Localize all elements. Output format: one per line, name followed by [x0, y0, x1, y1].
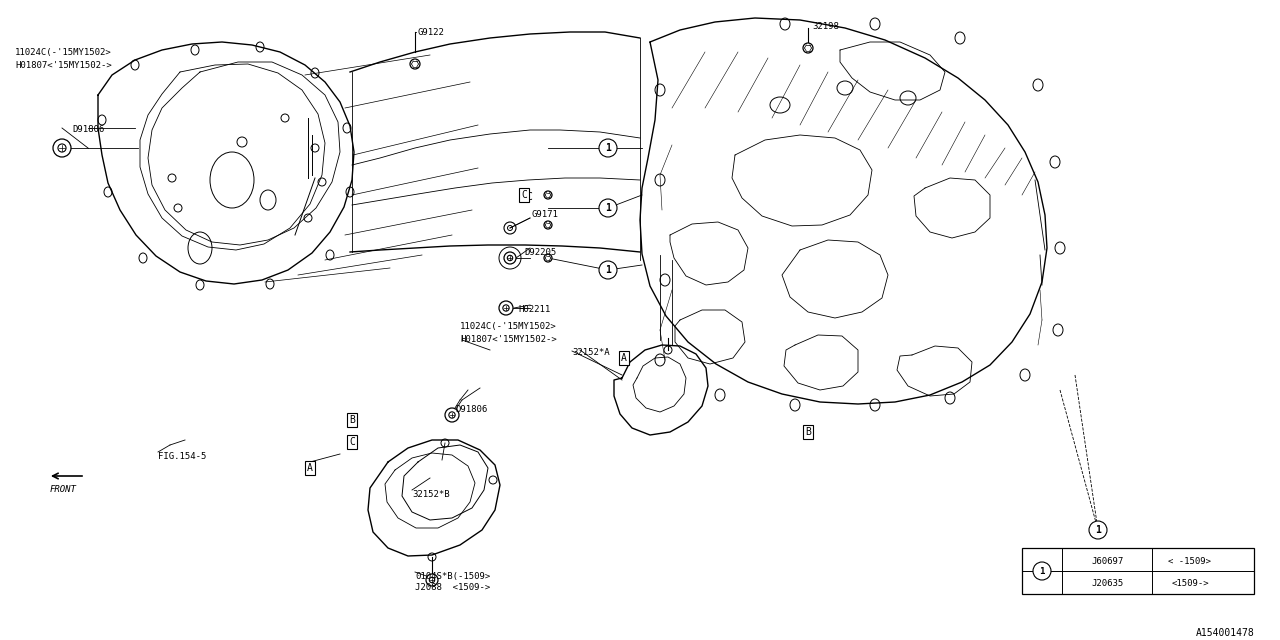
Circle shape	[544, 254, 552, 262]
Text: C: C	[349, 437, 355, 447]
Circle shape	[410, 59, 420, 69]
Text: FRONT: FRONT	[50, 486, 77, 495]
Text: H02211: H02211	[518, 305, 550, 314]
Text: 11024C(-'15MY1502>: 11024C(-'15MY1502>	[460, 322, 557, 331]
Circle shape	[803, 43, 813, 53]
Text: J20635: J20635	[1092, 579, 1124, 588]
Circle shape	[426, 574, 438, 586]
Text: B: B	[805, 427, 812, 437]
Text: 11024C(-'15MY1502>: 11024C(-'15MY1502>	[15, 48, 111, 57]
Text: 32152*B: 32152*B	[412, 490, 449, 499]
Text: D91806: D91806	[454, 405, 488, 414]
Circle shape	[599, 199, 617, 217]
Text: G9122: G9122	[419, 28, 445, 37]
Text: < -1509>: < -1509>	[1169, 557, 1211, 566]
Bar	[1021, 548, 1254, 594]
Text: FIG.154-5: FIG.154-5	[157, 452, 206, 461]
Text: C: C	[521, 190, 527, 200]
Circle shape	[58, 144, 67, 152]
Text: <1509->: <1509->	[1171, 579, 1208, 588]
Text: 1: 1	[1096, 525, 1101, 535]
Text: 1: 1	[605, 265, 611, 275]
Circle shape	[599, 261, 617, 279]
Text: J60697: J60697	[1092, 557, 1124, 566]
Text: 1: 1	[1039, 566, 1044, 575]
Text: A: A	[307, 463, 312, 473]
Text: D91806: D91806	[72, 125, 104, 134]
Text: 1: 1	[605, 143, 611, 153]
Circle shape	[499, 301, 513, 315]
Text: 0104S*B(-1509>: 0104S*B(-1509>	[415, 572, 490, 581]
Circle shape	[1089, 521, 1107, 539]
Text: 1: 1	[605, 203, 611, 213]
Circle shape	[544, 221, 552, 229]
Circle shape	[449, 412, 456, 418]
Circle shape	[507, 255, 513, 260]
Text: C: C	[526, 192, 532, 202]
Circle shape	[544, 191, 552, 199]
Circle shape	[429, 577, 435, 582]
Text: A: A	[621, 353, 627, 363]
Text: 32152*A: 32152*A	[572, 348, 609, 357]
Circle shape	[599, 139, 617, 157]
Circle shape	[445, 408, 460, 422]
Circle shape	[503, 305, 509, 311]
Text: G9171: G9171	[532, 210, 559, 219]
Text: H01807<'15MY1502->: H01807<'15MY1502->	[460, 335, 557, 344]
Text: D92205: D92205	[524, 248, 557, 257]
Text: B: B	[349, 415, 355, 425]
Circle shape	[1033, 562, 1051, 580]
Text: J2088  <1509->: J2088 <1509->	[415, 583, 490, 592]
Text: 32198: 32198	[812, 22, 838, 31]
Circle shape	[504, 252, 516, 264]
Circle shape	[52, 139, 70, 157]
Text: H01807<'15MY1502->: H01807<'15MY1502->	[15, 61, 111, 70]
Text: A154001478: A154001478	[1197, 628, 1254, 638]
